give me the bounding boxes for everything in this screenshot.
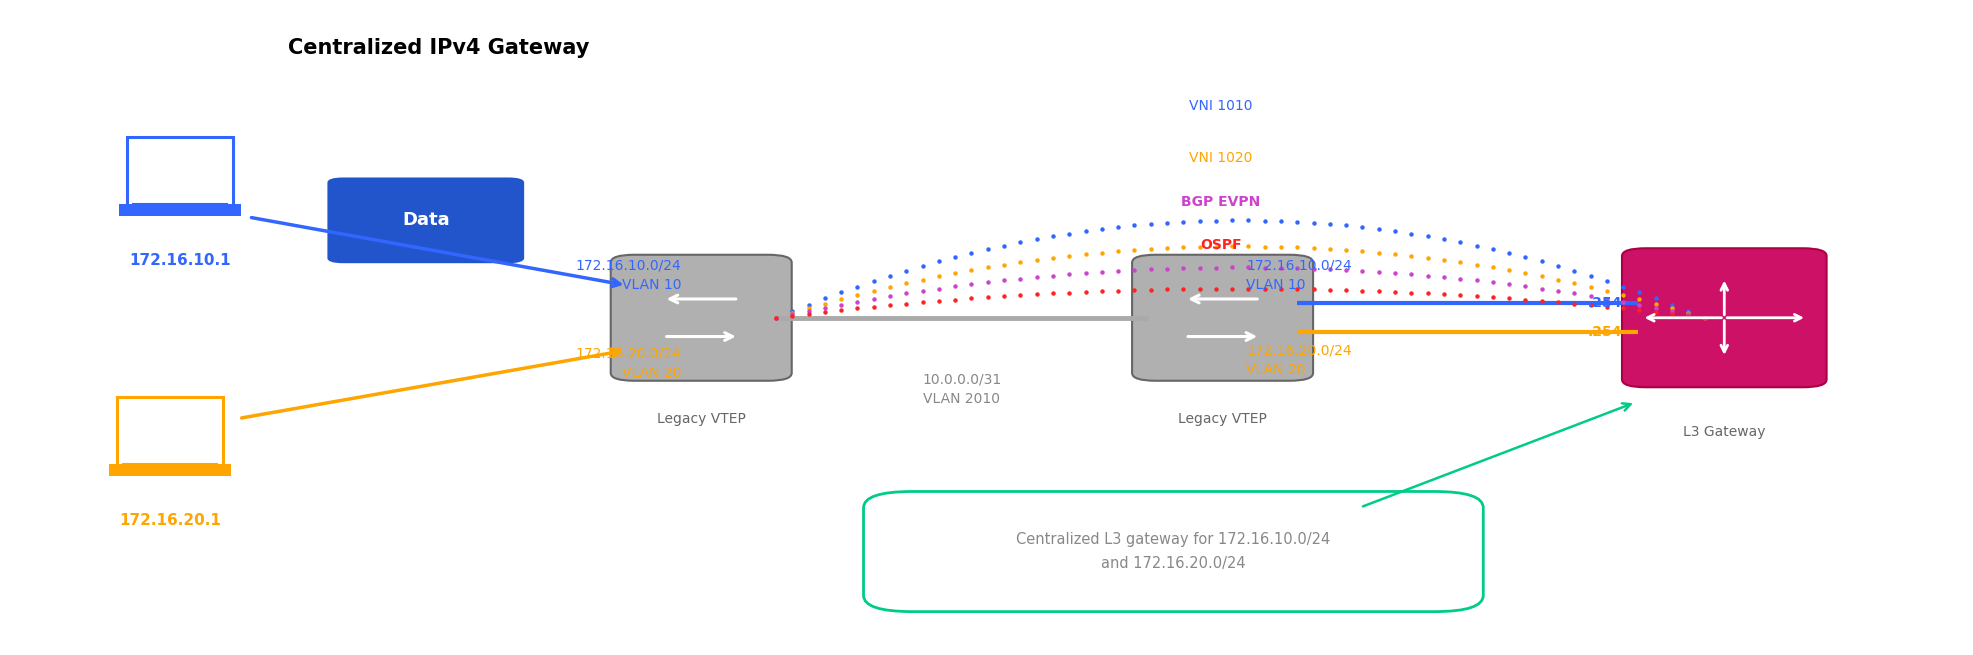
- Text: Centralized L3 gateway for 172.16.10.0/24
and 172.16.20.0/24: Centralized L3 gateway for 172.16.10.0/2…: [1016, 533, 1330, 571]
- Text: OSPF: OSPF: [1200, 238, 1241, 252]
- Text: Legacy VTEP: Legacy VTEP: [1178, 412, 1267, 426]
- Text: VNI 1020: VNI 1020: [1190, 151, 1253, 165]
- Bar: [109, 464, 231, 476]
- Bar: [118, 204, 241, 215]
- Text: 10.0.0.0/31
VLAN 2010: 10.0.0.0/31 VLAN 2010: [921, 373, 1002, 407]
- FancyBboxPatch shape: [612, 255, 791, 381]
- Text: Data: Data: [402, 212, 450, 229]
- Text: Legacy VTEP: Legacy VTEP: [657, 412, 746, 426]
- Text: 172.16.20.0/24
VLAN 20: 172.16.20.0/24 VLAN 20: [1247, 343, 1352, 377]
- Text: VNI 1010: VNI 1010: [1190, 99, 1253, 113]
- Text: L3 Gateway: L3 Gateway: [1683, 425, 1766, 439]
- Text: 172.16.10.0/24
VLAN 10: 172.16.10.0/24 VLAN 10: [1247, 259, 1352, 292]
- FancyBboxPatch shape: [1133, 255, 1314, 381]
- Text: BGP EVPN: BGP EVPN: [1182, 195, 1261, 209]
- FancyBboxPatch shape: [328, 178, 525, 263]
- Text: Centralized IPv4 Gateway: Centralized IPv4 Gateway: [288, 38, 590, 58]
- Text: .254: .254: [1588, 325, 1622, 339]
- Text: 172.16.10.1: 172.16.10.1: [128, 253, 231, 268]
- Text: 172.16.20.0/24
VLAN 20: 172.16.20.0/24 VLAN 20: [576, 346, 681, 380]
- Text: .254: .254: [1588, 297, 1622, 310]
- FancyBboxPatch shape: [126, 137, 233, 206]
- FancyBboxPatch shape: [1622, 248, 1827, 387]
- FancyBboxPatch shape: [864, 491, 1484, 612]
- Text: 172.16.20.1: 172.16.20.1: [118, 513, 221, 527]
- FancyBboxPatch shape: [116, 397, 223, 466]
- Text: 172.16.10.0/24
VLAN 10: 172.16.10.0/24 VLAN 10: [576, 259, 681, 292]
